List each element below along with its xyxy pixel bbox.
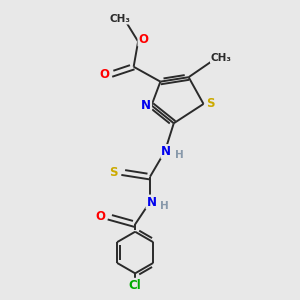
Text: CH₃: CH₃ xyxy=(109,14,130,24)
Text: CH₃: CH₃ xyxy=(211,53,232,63)
Text: H: H xyxy=(175,150,184,160)
Text: N: N xyxy=(146,196,157,208)
Text: N: N xyxy=(141,99,151,112)
Text: Cl: Cl xyxy=(129,279,142,292)
Text: S: S xyxy=(109,166,118,179)
Text: H: H xyxy=(160,201,169,211)
Text: O: O xyxy=(139,33,148,46)
Text: O: O xyxy=(95,210,105,224)
Text: N: N xyxy=(161,145,171,158)
Text: S: S xyxy=(206,98,214,110)
Text: O: O xyxy=(99,68,109,81)
